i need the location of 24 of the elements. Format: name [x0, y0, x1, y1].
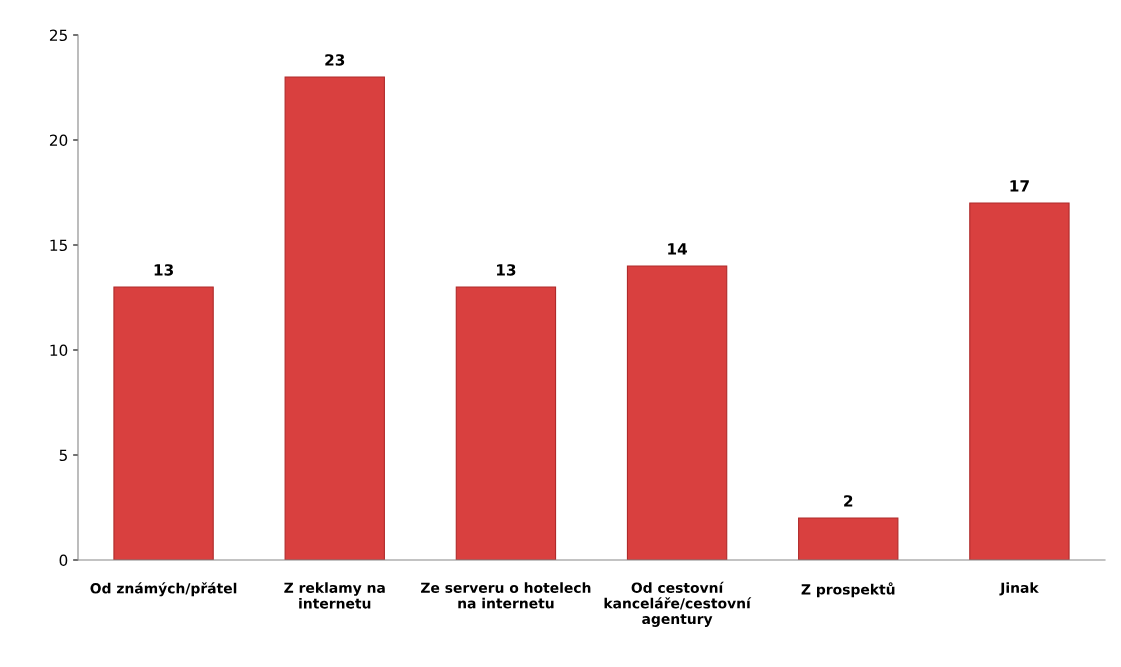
- x-tick-label: Z reklamy na internetu: [284, 582, 385, 609]
- x-tick-label: Z prospektů: [801, 582, 895, 598]
- bar: [626, 265, 728, 560]
- data-label: 14: [668, 243, 688, 255]
- x-tick-label: Ze serveru o hotelech na internetu: [421, 582, 591, 609]
- bar: [969, 202, 1070, 560]
- bar: [798, 517, 899, 560]
- bar: [455, 286, 557, 560]
- y-tick-label: 0: [59, 554, 68, 567]
- y-tick-label: 20: [49, 134, 68, 147]
- y-tick-label: 10: [50, 344, 68, 357]
- x-tick-label: Od cestovní kanceláře/cestovní agentury: [604, 581, 752, 627]
- data-label: 23: [325, 54, 345, 66]
- data-label: 2: [844, 495, 853, 507]
- y-tick-label: 15: [50, 239, 67, 252]
- x-tick-label: Od známých/přátel: [90, 582, 237, 597]
- y-tick-label: 5: [59, 449, 67, 462]
- data-label: 13: [154, 264, 173, 276]
- bar: [113, 286, 214, 560]
- bar: [284, 76, 385, 560]
- y-tick-label: 25: [49, 29, 67, 42]
- x-tick-label: Jinak: [999, 582, 1039, 596]
- data-label: 17: [1010, 180, 1029, 192]
- data-label: 13: [497, 264, 516, 276]
